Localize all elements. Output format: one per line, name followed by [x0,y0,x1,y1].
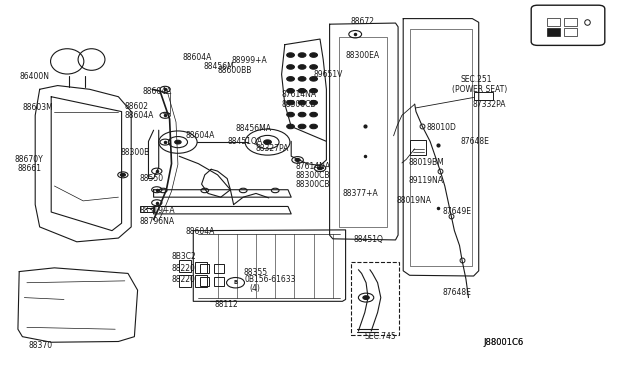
Bar [200,264,209,273]
Text: 88456MA: 88456MA [236,124,271,133]
Text: 87332PA: 87332PA [472,100,506,109]
Text: 88999+A: 88999+A [232,56,268,65]
Bar [351,262,399,335]
Circle shape [120,173,125,176]
Circle shape [298,124,306,129]
Bar [547,18,560,26]
Circle shape [363,296,369,299]
Text: 88300CB: 88300CB [296,180,330,189]
Text: 88300EA: 88300EA [346,51,380,60]
Circle shape [298,112,306,117]
Text: J88001C6: J88001C6 [483,339,524,347]
Circle shape [317,167,323,170]
Circle shape [298,89,306,93]
Bar [200,277,209,286]
Text: 88604A: 88604A [186,131,215,140]
Circle shape [287,89,294,93]
Text: 88670Y: 88670Y [14,155,43,164]
Circle shape [310,124,317,129]
Text: 88355: 88355 [243,268,268,277]
Bar [214,264,224,273]
Text: 88604A: 88604A [125,111,154,120]
Text: 88112: 88112 [214,300,238,309]
Text: 87648E: 87648E [461,137,490,146]
Text: 86400N: 86400N [19,72,49,81]
Text: 88220: 88220 [172,275,195,284]
Circle shape [175,140,181,144]
Bar [179,275,191,287]
Text: 88327PA: 88327PA [256,144,289,153]
Text: 88796NA: 88796NA [140,217,175,226]
Text: 88604A: 88604A [182,53,212,62]
Circle shape [264,140,271,144]
Text: 87614NA: 87614NA [296,162,331,171]
Text: 8B3C2: 8B3C2 [172,252,196,261]
Text: 88604A: 88604A [142,87,172,96]
Bar [214,277,224,286]
Text: 88661: 88661 [18,164,42,173]
Circle shape [310,100,317,105]
Text: 88019BM: 88019BM [408,158,444,167]
Text: 88456M: 88456M [204,62,234,71]
Text: 88019NA: 88019NA [397,196,432,205]
Text: 88370: 88370 [29,341,53,350]
Text: SEC.251: SEC.251 [461,76,492,84]
Text: 88672: 88672 [351,17,375,26]
Bar [339,37,387,227]
Text: 88377+A: 88377+A [342,189,378,198]
Circle shape [310,77,317,81]
Circle shape [310,89,317,93]
Text: 0B156-61633: 0B156-61633 [244,275,296,284]
Circle shape [310,112,317,117]
Circle shape [287,77,294,81]
Text: 88603M: 88603M [22,103,53,112]
Text: 88451Q: 88451Q [353,235,383,244]
Bar [140,206,154,212]
Text: 88010D: 88010D [426,123,456,132]
Text: 88604A: 88604A [186,227,215,236]
Bar [564,18,577,26]
Bar [179,260,191,272]
Text: 88300CB: 88300CB [296,171,330,180]
Circle shape [287,100,294,105]
Text: 87649E: 87649E [443,207,472,216]
Text: 88600BB: 88600BB [218,66,252,75]
Circle shape [287,112,294,117]
Text: 87648E: 87648E [443,288,472,296]
Text: 88550: 88550 [140,174,164,183]
Bar [410,140,426,155]
Text: 89119NA: 89119NA [408,176,444,185]
Circle shape [310,53,317,57]
Text: SEC.745: SEC.745 [365,332,397,341]
Text: 88300CB: 88300CB [282,100,316,109]
Text: 88220: 88220 [172,264,195,273]
Circle shape [287,124,294,129]
Circle shape [287,65,294,69]
Text: 88300B: 88300B [120,148,150,157]
Bar [547,28,560,36]
Text: 88451QA: 88451QA [227,137,262,146]
Circle shape [298,65,306,69]
Circle shape [298,100,306,105]
Text: 88319+A: 88319+A [140,206,175,215]
Circle shape [310,65,317,69]
Text: 89651V: 89651V [314,70,343,79]
Text: 88602: 88602 [125,102,149,110]
Circle shape [287,53,294,57]
Bar [410,29,472,266]
Bar [195,262,207,273]
Text: B: B [234,280,237,285]
Bar [195,275,207,287]
Bar [564,28,577,36]
Text: (POWER SEAT): (POWER SEAT) [452,85,507,94]
Circle shape [298,77,306,81]
Text: J88001C6: J88001C6 [483,338,524,347]
Circle shape [295,158,300,161]
Text: 87614NA: 87614NA [282,90,317,99]
Text: (4): (4) [250,284,260,293]
Circle shape [298,53,306,57]
Bar [474,92,493,100]
